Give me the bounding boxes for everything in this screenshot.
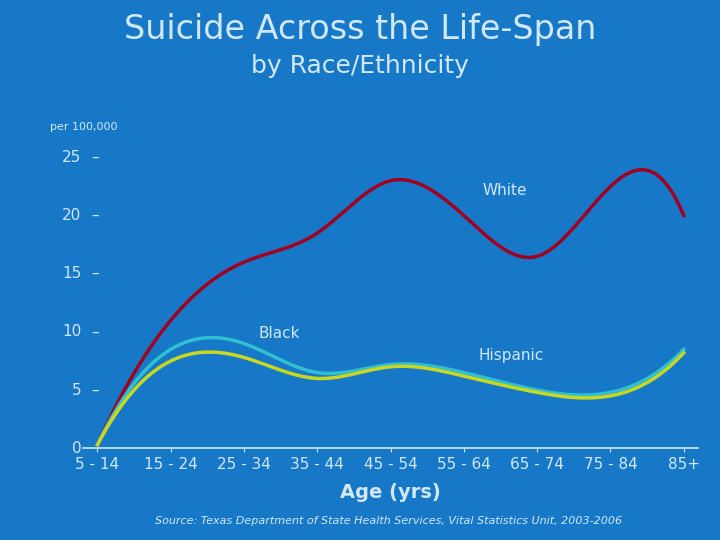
X-axis label: Age (yrs): Age (yrs)	[341, 483, 441, 502]
Text: –: –	[91, 266, 99, 281]
Text: 10: 10	[62, 325, 81, 340]
Text: Suicide Across the Life-Span: Suicide Across the Life-Span	[124, 14, 596, 46]
Text: 5: 5	[72, 382, 81, 397]
Text: Source: Texas Department of State Health Services, Vital Statistics Unit, 2003-2: Source: Texas Department of State Health…	[156, 516, 622, 526]
Text: –: –	[91, 325, 99, 340]
Text: 20: 20	[62, 208, 81, 223]
Text: White: White	[482, 183, 527, 198]
Text: Hispanic: Hispanic	[479, 348, 544, 363]
Text: 25: 25	[62, 150, 81, 165]
Text: 15: 15	[62, 266, 81, 281]
Text: Black: Black	[258, 326, 300, 341]
Text: –: –	[91, 208, 99, 223]
Text: –: –	[91, 150, 99, 165]
Text: by Race/Ethnicity: by Race/Ethnicity	[251, 54, 469, 78]
Text: –: –	[91, 382, 99, 397]
Text: per 100,000: per 100,000	[50, 122, 118, 132]
Text: 0: 0	[72, 441, 81, 456]
